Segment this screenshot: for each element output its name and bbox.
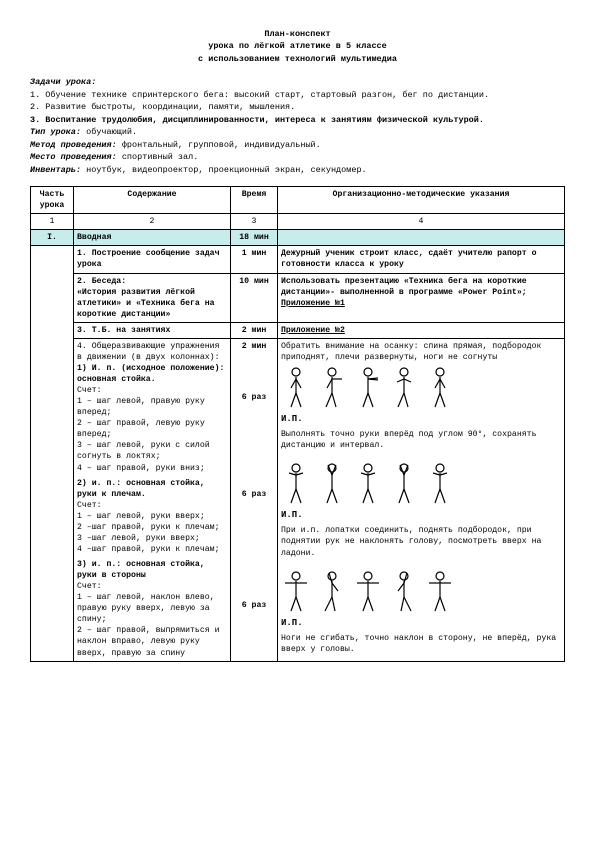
- lesson-place: Место проведения: спортивный зал.: [30, 152, 565, 163]
- ex-p1-title: 1) И. п. (исходное положение): основная …: [77, 363, 227, 385]
- stick-figure-icon: [317, 461, 347, 507]
- row3-c4: Приложение №2: [278, 322, 565, 338]
- head-col4: Организационно-методические указания: [278, 187, 565, 214]
- stick-figure-icon: [353, 569, 383, 615]
- title-line-3: с использованием технологий мультимедиа: [30, 54, 565, 65]
- table-row: 1. Построение сообщение задач урока 1 ми…: [31, 246, 565, 273]
- place-value: спортивный зал.: [117, 152, 199, 162]
- row1-c4: Дежурный ученик строит класс, сдаёт учит…: [278, 246, 565, 273]
- ex-col3: 2 мин 6 раз 6 раз 6 раз: [231, 338, 278, 661]
- row2-c2: 2. Беседа: «История развития лёгкой атле…: [74, 273, 231, 322]
- ex-time1: 2 мин: [234, 341, 274, 352]
- tasks-heading: Задачи урока:: [30, 77, 565, 88]
- ip-label-1: И.П.: [281, 413, 561, 425]
- type-value: обучающий.: [81, 127, 137, 137]
- ex-note2: При и.п. лопатки соединить, поднять подб…: [281, 525, 561, 558]
- method-label: Метод проведения:: [30, 140, 117, 150]
- stick-figure-icon: [389, 461, 419, 507]
- row1-c3: 1 мин: [231, 246, 278, 273]
- table-row: 2. Беседа: «История развития лёгкой атле…: [31, 273, 565, 322]
- stick-figure-icon: [281, 569, 311, 615]
- ex-note0: Обратить внимание на осанку: спина пряма…: [281, 341, 561, 363]
- ex-time2: 6 раз: [234, 392, 274, 403]
- lesson-inventory: Инвентарь: ноутбук, видеопроектор, проек…: [30, 165, 565, 176]
- table-head-row: Часть урока Содержание Время Организацио…: [31, 187, 565, 214]
- ex-time4: 6 раз: [234, 600, 274, 611]
- stick-figure-icon: [353, 461, 383, 507]
- intro-num: I.: [31, 230, 74, 246]
- method-value: фронтальный, групповой, индивидуальный.: [117, 140, 321, 150]
- num-c4: 4: [278, 214, 565, 230]
- stick-figure-icon: [425, 461, 455, 507]
- ex-p2-body: Счет: 1 – шаг левой, руки вверх; 2 –шаг …: [77, 500, 227, 555]
- task-2: 2. Развитие быстроты, координации, памят…: [30, 102, 565, 113]
- table-num-row: 1 2 3 4: [31, 214, 565, 230]
- lesson-type: Тип урока: обучающий.: [30, 127, 565, 138]
- type-label: Тип урока:: [30, 127, 81, 137]
- table-row: 3. Т.Б. на занятиях 2 мин Приложение №2: [31, 322, 565, 338]
- intro-label: Вводная: [74, 230, 231, 246]
- inv-label: Инвентарь:: [30, 165, 81, 175]
- title-line-2: урока по лёгкой атлетике в 5 классе: [30, 41, 565, 52]
- intro-time: 18 мин: [231, 230, 278, 246]
- head-col2: Содержание: [74, 187, 231, 214]
- cell-empty: [31, 246, 74, 661]
- ex-p1-body: Счет: 1 – шаг левой, правую руку вперед;…: [77, 385, 227, 474]
- stick-row-1: [281, 365, 561, 411]
- row2-c3: 10 мин: [231, 273, 278, 322]
- place-label: Место проведения:: [30, 152, 117, 162]
- stick-figure-icon: [389, 569, 419, 615]
- ip-label-3: И.П.: [281, 617, 561, 629]
- row3-c2: 3. Т.Б. на занятиях: [74, 322, 231, 338]
- ex-p3-body: Счет: 1 – шаг левой, наклон влево, праву…: [77, 581, 227, 658]
- head-col3: Время: [231, 187, 278, 214]
- stick-row-2: [281, 461, 561, 507]
- title-block: План-конспект урока по лёгкой атлетике в…: [30, 29, 565, 65]
- num-c3: 3: [231, 214, 278, 230]
- stick-figure-icon: [389, 365, 419, 411]
- head-col1: Часть урока: [31, 187, 74, 214]
- ex-note3: Ноги не сгибать, точно наклон в сторону,…: [281, 633, 561, 655]
- row2-c4: Использовать презентацию «Техника бега н…: [278, 273, 565, 322]
- ex-p3-title: 3) и. п.: основная стойка, руки в сторон…: [77, 559, 227, 581]
- stick-figure-icon: [317, 569, 347, 615]
- stick-row-3: [281, 569, 561, 615]
- intro-row: I. Вводная 18 мин: [31, 230, 565, 246]
- stick-figure-icon: [425, 365, 455, 411]
- num-c2: 2: [74, 214, 231, 230]
- task-3: 3. Воспитание трудолюбия, дисциплинирова…: [30, 115, 565, 126]
- stick-figure-icon: [353, 365, 383, 411]
- ex-time3: 6 раз: [234, 489, 274, 500]
- stick-figure-icon: [281, 461, 311, 507]
- table-row-exercises: 4. Общеразвивающие упражнения в движении…: [31, 338, 565, 661]
- inv-value: ноутбук, видеопроектор, проекционный экр…: [81, 165, 367, 175]
- num-c1: 1: [31, 214, 74, 230]
- ip-label-2: И.П.: [281, 509, 561, 521]
- title-line-1: План-конспект: [30, 29, 565, 40]
- ex-p2-title: 2) и. п.: основная стойка, руки к плечам…: [77, 478, 227, 500]
- row2-c4a: Использовать презентацию «Техника бега н…: [281, 277, 527, 297]
- ex-lead: 4. Общеразвивающие упражнения в движении…: [77, 341, 227, 363]
- ex-col2: 4. Общеразвивающие упражнения в движении…: [74, 338, 231, 661]
- row2-c4b: Приложение №1: [281, 299, 345, 308]
- ex-note1: Выполнять точно руки вперёд под углом 90…: [281, 429, 561, 451]
- row3-c3: 2 мин: [231, 322, 278, 338]
- lesson-method: Метод проведения: фронтальный, групповой…: [30, 140, 565, 151]
- row1-c2: 1. Построение сообщение задач урока: [74, 246, 231, 273]
- task-1: 1. Обучение технике спринтерского бега: …: [30, 90, 565, 101]
- lesson-table: Часть урока Содержание Время Организацио…: [30, 186, 565, 661]
- tasks-block: Задачи урока: 1. Обучение технике спринт…: [30, 77, 565, 176]
- stick-figure-icon: [281, 365, 311, 411]
- intro-empty: [278, 230, 565, 246]
- stick-figure-icon: [317, 365, 347, 411]
- stick-figure-icon: [425, 569, 455, 615]
- ex-col4: Обратить внимание на осанку: спина пряма…: [278, 338, 565, 661]
